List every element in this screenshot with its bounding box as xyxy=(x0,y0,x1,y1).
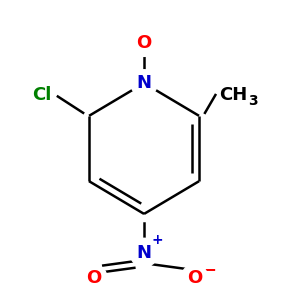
Text: O: O xyxy=(187,269,202,287)
Text: 3: 3 xyxy=(248,94,257,108)
Circle shape xyxy=(181,264,208,291)
Text: −: − xyxy=(202,260,216,278)
Circle shape xyxy=(130,238,158,267)
Text: CH: CH xyxy=(219,86,247,104)
Text: O: O xyxy=(86,269,101,287)
Circle shape xyxy=(131,30,158,56)
Text: N: N xyxy=(136,244,152,262)
Text: N: N xyxy=(136,74,152,92)
Text: Cl: Cl xyxy=(32,86,51,104)
Circle shape xyxy=(131,70,158,97)
Text: O: O xyxy=(136,34,152,52)
Text: +: + xyxy=(152,233,163,247)
Circle shape xyxy=(80,264,107,291)
